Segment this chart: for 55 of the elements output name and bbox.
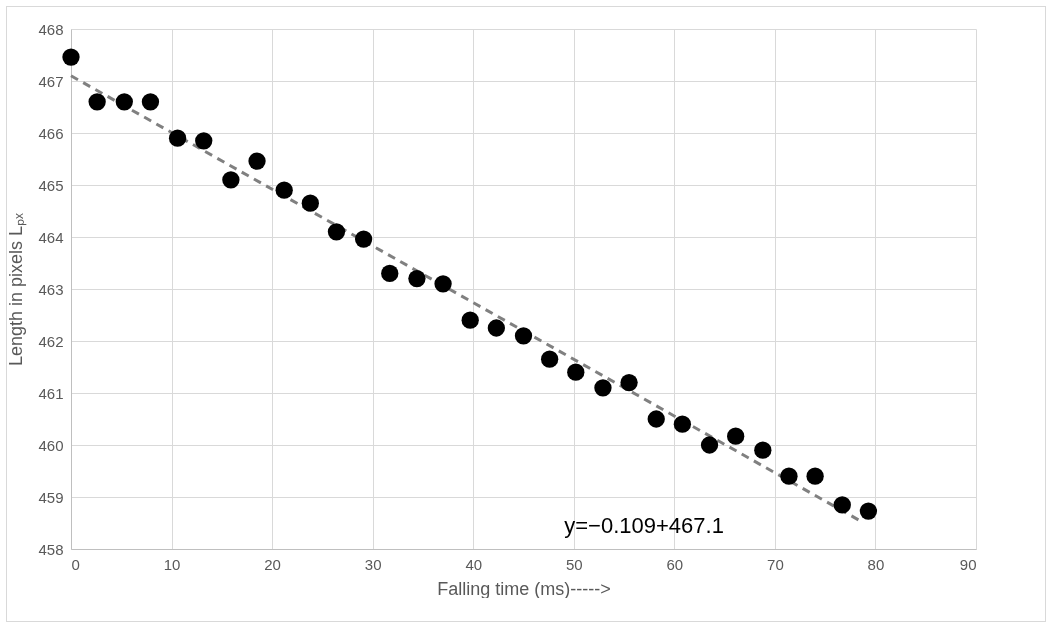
- point: [381, 264, 399, 283]
- x-tick-label: 40: [465, 555, 483, 573]
- point: [248, 152, 266, 170]
- y-tick-label: 462: [38, 332, 64, 350]
- point: [434, 275, 452, 293]
- point: [487, 319, 506, 337]
- point: [115, 93, 133, 111]
- point: [647, 410, 665, 428]
- y-tick-label: 467: [38, 72, 64, 90]
- x-tick-label: 70: [767, 555, 784, 573]
- x-tick-label: 30: [364, 555, 382, 573]
- x-tick-label: 90: [959, 555, 977, 573]
- point: [620, 373, 638, 392]
- x-axis-title: Falling time (ms)----->: [437, 578, 611, 599]
- y-tick-label: 460: [38, 436, 64, 454]
- annotation: y=−0.109+467.1: [564, 512, 724, 538]
- x-tick-label: 0: [71, 555, 80, 573]
- point: [275, 181, 293, 199]
- point: [540, 350, 559, 368]
- point: [780, 467, 798, 485]
- point: [673, 415, 692, 433]
- point: [141, 93, 160, 111]
- point: [222, 171, 240, 189]
- y-axis-title: Length in pixels Lₚₓ: [6, 212, 28, 367]
- y-tick-label: 459: [38, 488, 64, 506]
- point: [168, 129, 187, 147]
- point: [754, 441, 772, 459]
- x-tick-label: 80: [867, 555, 885, 573]
- point: [594, 379, 612, 397]
- point: [727, 427, 745, 445]
- point: [327, 223, 346, 241]
- point: [567, 363, 585, 381]
- point: [461, 311, 479, 329]
- point: [833, 496, 851, 514]
- point: [195, 132, 213, 150]
- point: [859, 502, 878, 520]
- x-tick-label: 20: [264, 555, 281, 573]
- point: [354, 230, 373, 248]
- y-tick-label: 466: [38, 124, 64, 142]
- y-tick-label: 463: [38, 280, 64, 298]
- y-tick-label: 465: [38, 176, 64, 194]
- point: [408, 269, 426, 288]
- y-tick-label: 458: [38, 540, 64, 558]
- point: [806, 467, 824, 485]
- y-tick-label: 464: [38, 228, 64, 246]
- x-tick-label: 60: [666, 555, 684, 573]
- x-tick-label: 50: [565, 555, 583, 573]
- y-tick-label: 461: [38, 384, 64, 402]
- point: [700, 436, 719, 454]
- point: [88, 93, 106, 111]
- point: [301, 194, 319, 212]
- y-tick-label: 468: [38, 20, 64, 38]
- x-tick-label: 10: [163, 555, 181, 573]
- point: [62, 48, 80, 66]
- point: [514, 327, 533, 345]
